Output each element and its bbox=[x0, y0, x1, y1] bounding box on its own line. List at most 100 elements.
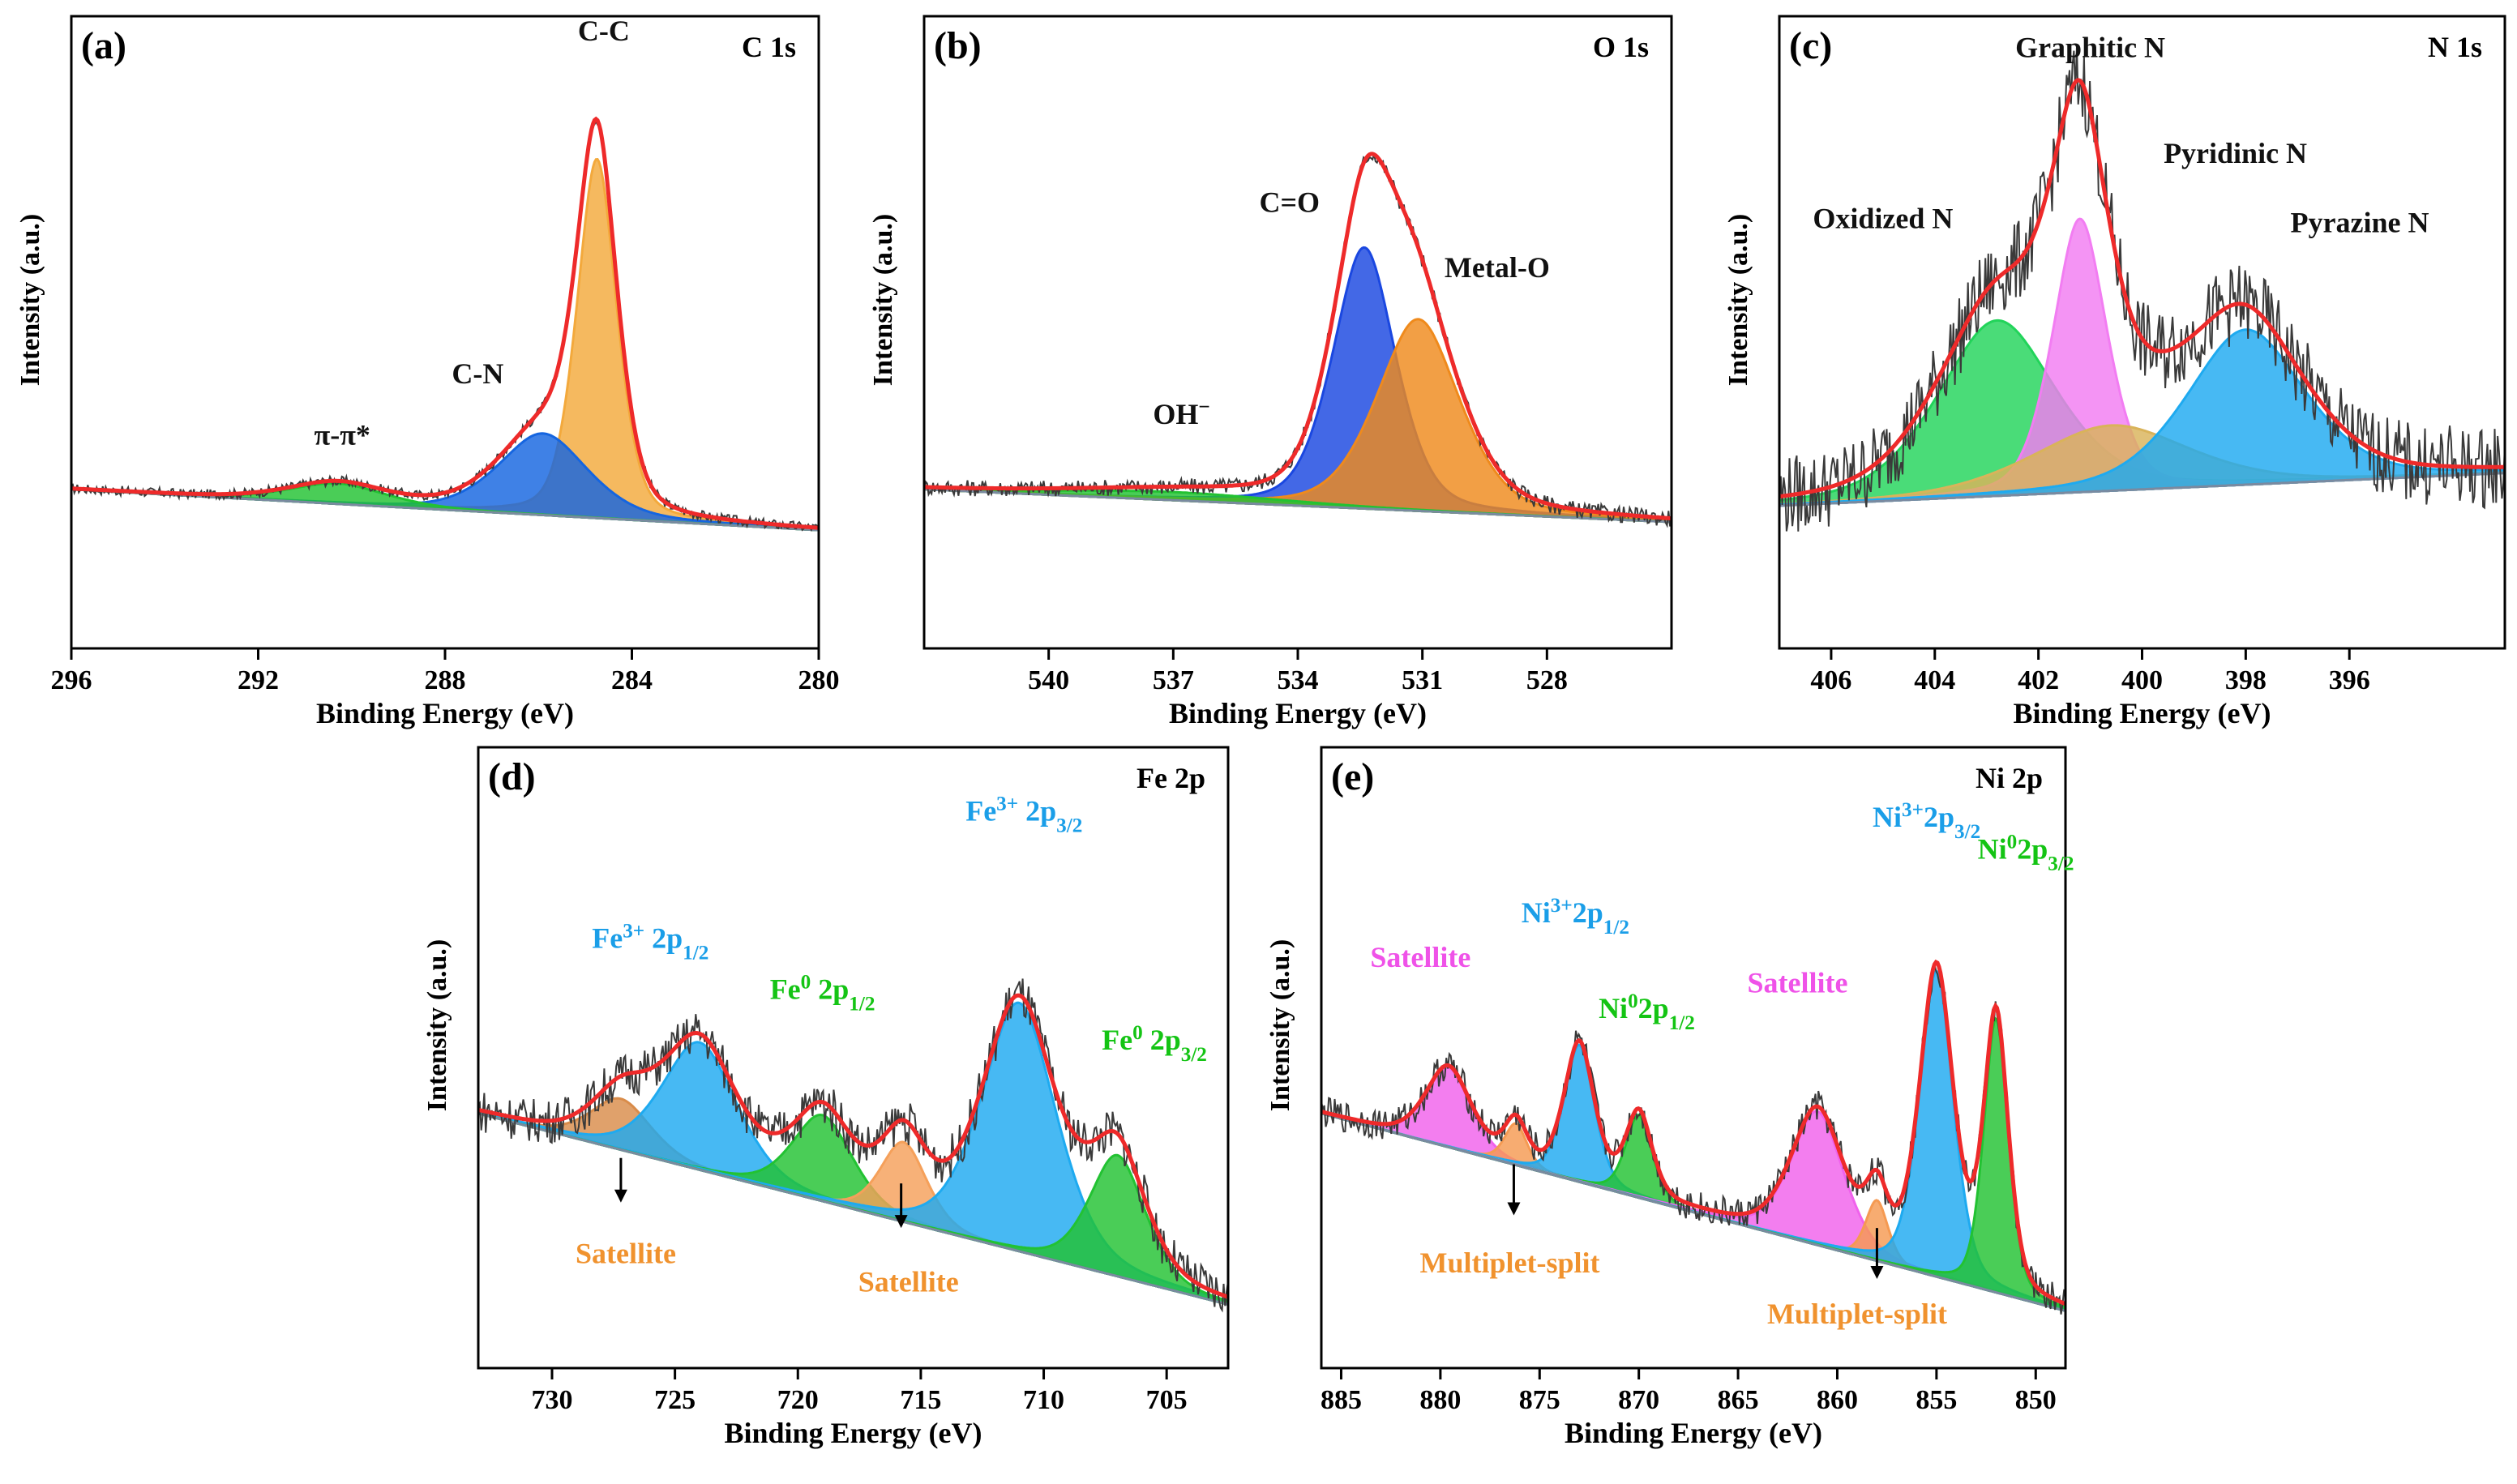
x-tick-label: 880 bbox=[1419, 1385, 1461, 1415]
x-tick-label: 534 bbox=[1278, 665, 1319, 695]
plot-area bbox=[71, 116, 819, 532]
x-tick-label: 540 bbox=[1028, 665, 1069, 695]
peak-label-ni3plus2p3-2: Ni3+2p3/2 bbox=[1873, 799, 1980, 843]
x-tick-label: 885 bbox=[1321, 1385, 1362, 1415]
x-tick-label: 284 bbox=[611, 665, 653, 695]
y-axis-label: Intensity (a.u.) bbox=[15, 214, 45, 387]
peak-label-multiplet-split: Multiplet-split bbox=[1420, 1247, 1600, 1279]
peak-label-graphitic-n: Graphitic N bbox=[2015, 31, 2165, 63]
raw-data-line bbox=[71, 119, 819, 532]
fit-envelope-line bbox=[478, 993, 1228, 1299]
x-axis-label: Binding Energy (eV) bbox=[724, 1417, 982, 1449]
panel-b: 540 537 534 531 528 Binding Energy (eV) Intens… bbox=[868, 15, 1673, 729]
peak-label-ohminus: OH− bbox=[1153, 396, 1209, 431]
annotation-arrowhead bbox=[1507, 1202, 1521, 1216]
fit-envelope-line bbox=[1779, 78, 2505, 499]
peak-label-fe0-2p1-2: Fe0 2p1/2 bbox=[770, 971, 875, 1015]
peak-c-o bbox=[924, 246, 1672, 524]
peak-label-pyridinic-n: Pyridinic N bbox=[2164, 137, 2307, 169]
peak-label-satellite: Satellite bbox=[576, 1237, 676, 1269]
annotation-arrowhead bbox=[614, 1189, 627, 1203]
y-axis-label: Intensity (a.u.) bbox=[1723, 214, 1753, 387]
x-tick-label: 531 bbox=[1402, 665, 1443, 695]
y-axis-label: Intensity (a.u.) bbox=[422, 939, 452, 1112]
core-level-title: Ni 2p bbox=[1976, 762, 2043, 794]
peak-label-satellite: Satellite bbox=[858, 1266, 959, 1298]
x-tick-label: 400 bbox=[2121, 665, 2163, 695]
x-tick-label: 292 bbox=[238, 665, 279, 695]
peak-label-pyrazine-n: Pyrazine N bbox=[2291, 207, 2429, 239]
fit-envelope-line bbox=[924, 152, 1672, 521]
peak-label-fe3plus-2p3-2: Fe3+ 2p3/2 bbox=[965, 793, 1082, 836]
y-axis-label: Intensity (a.u.) bbox=[868, 214, 898, 387]
x-tick-label: 850 bbox=[2015, 1385, 2057, 1415]
x-tick-label: 715 bbox=[900, 1385, 941, 1415]
x-tick-label: 720 bbox=[777, 1385, 819, 1415]
x-tick-label: 730 bbox=[531, 1385, 572, 1415]
x-tick-label: 875 bbox=[1519, 1385, 1560, 1415]
x-tick-label: 705 bbox=[1146, 1385, 1188, 1415]
plot-area bbox=[924, 152, 1672, 528]
baseline bbox=[478, 1112, 1228, 1306]
peak-label-multiplet-split: Multiplet-split bbox=[1767, 1298, 1947, 1330]
panel-tag: (e) bbox=[1331, 755, 1374, 798]
x-tick-label: 528 bbox=[1526, 665, 1568, 695]
x-tick-label: 280 bbox=[798, 665, 840, 695]
plot-area bbox=[478, 978, 1228, 1313]
raw-data-line bbox=[1779, 45, 2505, 532]
panel-tag: (d) bbox=[488, 755, 536, 798]
peak-label-ni02p1-2: Ni02p1/2 bbox=[1599, 990, 1695, 1033]
core-level-title: C 1s bbox=[742, 31, 796, 63]
panel-tag: (c) bbox=[1789, 24, 1832, 67]
x-tick-label: 855 bbox=[1916, 1385, 1957, 1415]
panel-a: 296 292 288 284 280 Binding Energy (eV) Intens… bbox=[15, 15, 840, 729]
peak-label-c-o: C=O bbox=[1259, 186, 1320, 219]
panel-e: 885 880 875 870 865 860 855 850 Binding Energy (… bbox=[1265, 746, 2074, 1449]
x-tick-label: 398 bbox=[2225, 665, 2267, 695]
plot-area bbox=[1321, 959, 2065, 1315]
core-level-title: O 1s bbox=[1593, 31, 1649, 63]
panel-d: 730 725 720 715 710 705 Binding Energy (eV) Int… bbox=[422, 746, 1230, 1449]
raw-data-line bbox=[478, 978, 1228, 1313]
panel-c: 406 404 402 400 398 396 Binding Energy (eV) Int… bbox=[1723, 15, 2506, 729]
fit-envelope-line bbox=[1321, 959, 2065, 1307]
peak-label-fe0-2p3-2: Fe0 2p3/2 bbox=[1102, 1022, 1207, 1066]
y-axis-label: Intensity (a.u.) bbox=[1265, 939, 1295, 1112]
plot-frame bbox=[477, 746, 1230, 1370]
peak-label-ni3plus2p1-2: Ni3+2p1/2 bbox=[1522, 895, 1629, 939]
plot-area bbox=[1779, 45, 2505, 532]
x-tick-label: 865 bbox=[1718, 1385, 1759, 1415]
x-tick-label: 402 bbox=[2018, 665, 2059, 695]
peak-label-c-n: C-N bbox=[452, 357, 503, 390]
annotation-arrowhead bbox=[1870, 1266, 1884, 1280]
panel-tag: (a) bbox=[81, 24, 126, 67]
peak-c-c bbox=[71, 158, 819, 532]
peak-label-c-c: C-C bbox=[578, 15, 630, 47]
x-tick-label: 870 bbox=[1618, 1385, 1659, 1415]
x-axis-label: Binding Energy (eV) bbox=[1565, 1417, 1822, 1449]
x-tick-label: 404 bbox=[1914, 665, 1955, 695]
peak-label-satellite: Satellite bbox=[1748, 966, 1848, 999]
core-level-title: Fe 2p bbox=[1137, 762, 1205, 794]
x-tick-label: 537 bbox=[1153, 665, 1194, 695]
x-axis-label: Binding Energy (eV) bbox=[1169, 697, 1427, 729]
peak-label-oxidized-n: Oxidized N bbox=[1813, 203, 1953, 235]
x-tick-label: 725 bbox=[654, 1385, 696, 1415]
plot-frame bbox=[1320, 746, 2067, 1370]
plot-frame bbox=[70, 15, 820, 650]
peak-label-ni02p3-2: Ni02p3/2 bbox=[1978, 831, 2074, 875]
x-tick-label: 860 bbox=[1817, 1385, 1858, 1415]
fit-envelope-line bbox=[71, 116, 819, 530]
core-level-title: N 1s bbox=[2428, 31, 2482, 63]
x-tick-label: 396 bbox=[2329, 665, 2370, 695]
x-axis-label: Binding Energy (eV) bbox=[316, 697, 574, 729]
peak-label-satellite: Satellite bbox=[1370, 941, 1470, 973]
baseline bbox=[1321, 1112, 2065, 1312]
panel-tag: (b) bbox=[934, 24, 982, 67]
x-tick-label: 296 bbox=[51, 665, 92, 695]
x-tick-label: 710 bbox=[1023, 1385, 1064, 1415]
x-tick-label: 406 bbox=[1810, 665, 1851, 695]
peak-label-pi-pi: π-π* bbox=[315, 418, 370, 451]
annotation-arrowhead bbox=[894, 1215, 908, 1229]
